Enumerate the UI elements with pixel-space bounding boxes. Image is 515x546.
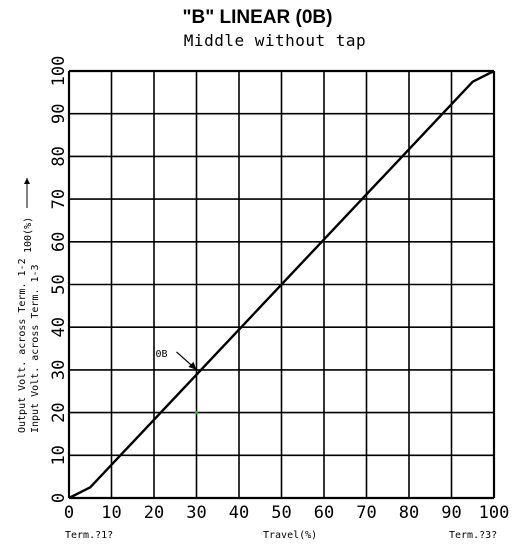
y-tick-label: 30: [49, 360, 69, 380]
x-axis-label: Travel(%): [263, 530, 317, 541]
x-end-label-right: Term.?3?: [449, 530, 497, 541]
annotation-group: 0B: [156, 349, 197, 370]
x-tick-label: 20: [144, 503, 164, 523]
series-annotation-label: 0B: [156, 349, 168, 360]
x-tick-label: 0: [64, 503, 74, 523]
y-tick-label: 80: [49, 146, 69, 166]
grid-lines: [67, 69, 496, 500]
series-group: [68, 69, 495, 500]
y-tick-label: 50: [49, 274, 69, 294]
y-tick-label: 20: [49, 402, 69, 422]
x-tick-label: 80: [399, 503, 419, 523]
y-tick-label: 0: [49, 493, 69, 503]
y-label-line-2: Input Volt. across Term. 1-3: [30, 264, 41, 433]
y-label-arrowhead: [24, 178, 30, 184]
x-tick-label: 40: [229, 503, 249, 523]
y-tick-label: 70: [49, 189, 69, 209]
annotation-arrowhead: [188, 361, 197, 370]
y-label-line-1: Output Volt. across Term. 1-2: [17, 258, 28, 433]
y-tick-labels: 0 10 20 30 40 50 60 70 80 90 100: [49, 56, 69, 503]
x-tick-label: 90: [441, 503, 461, 523]
chart-title: "B" LINEAR (0B): [182, 7, 333, 28]
x-tick-label: 60: [314, 503, 334, 523]
chart-subtitle: Middle without tap: [183, 31, 367, 50]
x-tick-label: 70: [356, 503, 376, 523]
x-tick-labels: 0 10 20 30 40 50 60 70 80 90 100: [64, 503, 509, 523]
y-label-line-3: 100(%): [23, 217, 34, 253]
y-tick-label: 100: [49, 56, 69, 87]
series-line-0b: [68, 69, 495, 500]
y-tick-label: 40: [49, 317, 69, 337]
x-end-label-left: Term.?1?: [65, 530, 113, 541]
y-tick-label: 10: [49, 445, 69, 465]
x-tick-label: 50: [271, 503, 291, 523]
green-marker-dot: [194, 411, 199, 415]
x-tick-label: 30: [186, 503, 206, 523]
x-tick-label: 10: [101, 503, 121, 523]
x-tick-label: 100: [479, 503, 510, 523]
y-axis-label: Output Volt. across Term. 1-2 Input Volt…: [17, 178, 41, 433]
y-tick-label: 90: [49, 103, 69, 123]
y-tick-label: 60: [49, 232, 69, 252]
